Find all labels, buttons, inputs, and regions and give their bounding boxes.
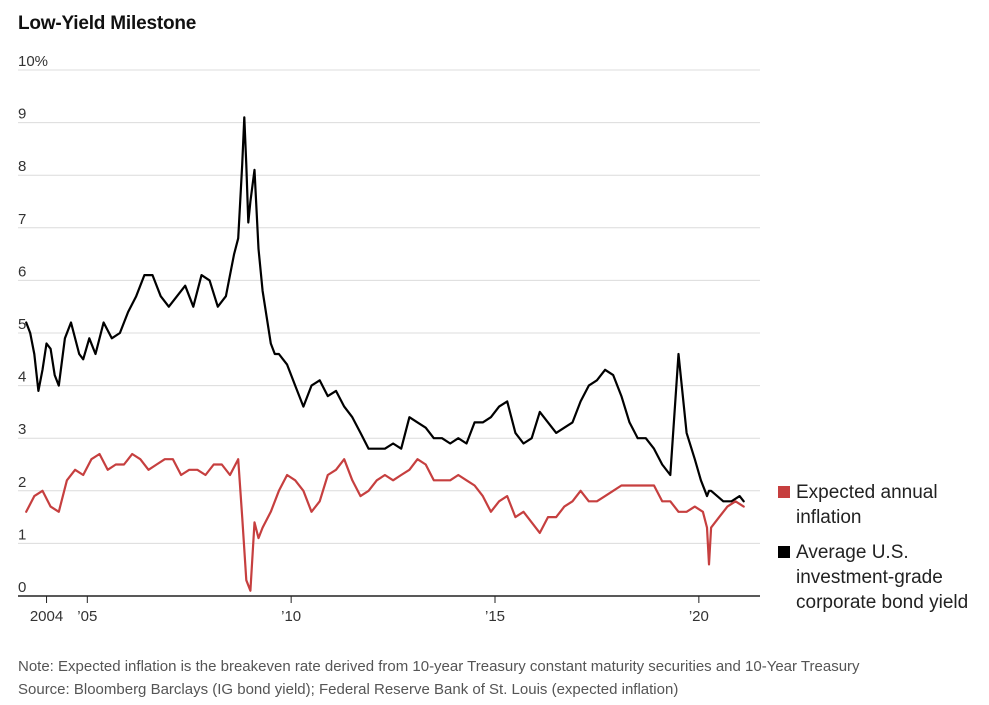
y-tick-label: 8 xyxy=(18,158,26,175)
x-tick-label: 2004 xyxy=(30,608,63,625)
y-tick-label: 4 xyxy=(18,369,26,386)
legend-item-bond: Average U.S. investment-grade corporate … xyxy=(778,540,989,615)
series-lines xyxy=(26,117,744,590)
x-tick-label: ’05 xyxy=(77,608,97,625)
y-tick-label: 6 xyxy=(18,263,26,280)
legend-label-inflation: Expected annual inflation xyxy=(796,482,938,528)
x-axis: 2004 ’05 ’10 ’15 ’20 xyxy=(18,596,760,625)
source-text: Source: Bloomberg Barclays (IG bond yiel… xyxy=(18,678,860,701)
legend-swatch-inflation xyxy=(778,486,790,498)
x-tick-label: ’20 xyxy=(689,608,709,625)
x-tick-label: ’15 xyxy=(485,608,505,625)
y-tick-label: 0 xyxy=(18,579,26,596)
legend: Expected annual inflation Average U.S. i… xyxy=(778,480,989,625)
y-tick-label: 5 xyxy=(18,316,26,333)
inflation-series-line xyxy=(26,454,744,591)
y-tick-label: 1 xyxy=(18,526,26,543)
gridlines xyxy=(18,70,760,543)
legend-item-inflation: Expected annual inflation xyxy=(778,480,989,530)
y-tick-label: 3 xyxy=(18,421,26,438)
y-tick-label: 9 xyxy=(18,106,26,123)
y-tick-label: 10% xyxy=(18,53,48,70)
legend-label-bond: Average U.S. investment-grade corporate … xyxy=(796,542,968,613)
x-tick-label: ’10 xyxy=(281,608,301,625)
y-tick-label: 7 xyxy=(18,211,26,228)
y-tick-label: 2 xyxy=(18,474,26,491)
y-axis-labels: 0 1 2 3 4 5 6 7 8 9 10% xyxy=(18,53,48,596)
note-text: Note: Expected inflation is the breakeve… xyxy=(18,655,860,678)
legend-swatch-bond xyxy=(778,546,790,558)
chart-notes: Note: Expected inflation is the breakeve… xyxy=(18,655,860,701)
